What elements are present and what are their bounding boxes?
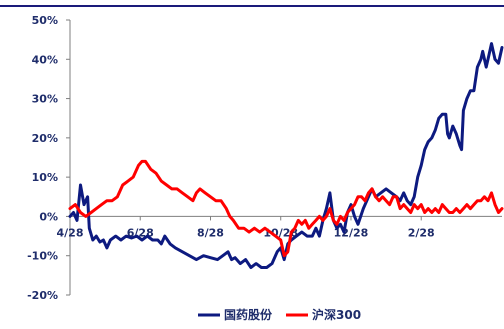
x-tick-label: 8/28: [197, 226, 224, 239]
y-tick-label: 30%: [32, 93, 58, 106]
y-tick-label: 20%: [32, 132, 58, 145]
y-tick-label: 50%: [32, 14, 58, 27]
legend-label: 沪深300: [312, 307, 361, 322]
x-tick-label: 2/28: [408, 226, 435, 239]
y-tick-label: 0%: [39, 210, 58, 223]
series-line-guoyao: [68, 42, 504, 269]
y-axis: -20% -10% 0% 10% 20% 30% 40% 50%: [27, 14, 71, 302]
x-tick-label: 12/28: [334, 226, 369, 239]
y-tick-label: 40%: [32, 53, 58, 66]
y-tick-label: -20%: [27, 289, 58, 302]
legend-label: 国药股份: [224, 307, 273, 322]
series-line-hs300: [68, 159, 504, 258]
x-tick-label: 4/28: [57, 226, 84, 239]
y-tick-label: -10%: [27, 250, 58, 263]
y-tick-label: 10%: [32, 171, 58, 184]
series-layer: [68, 42, 504, 269]
legend: 国药股份 沪深300: [198, 307, 361, 322]
